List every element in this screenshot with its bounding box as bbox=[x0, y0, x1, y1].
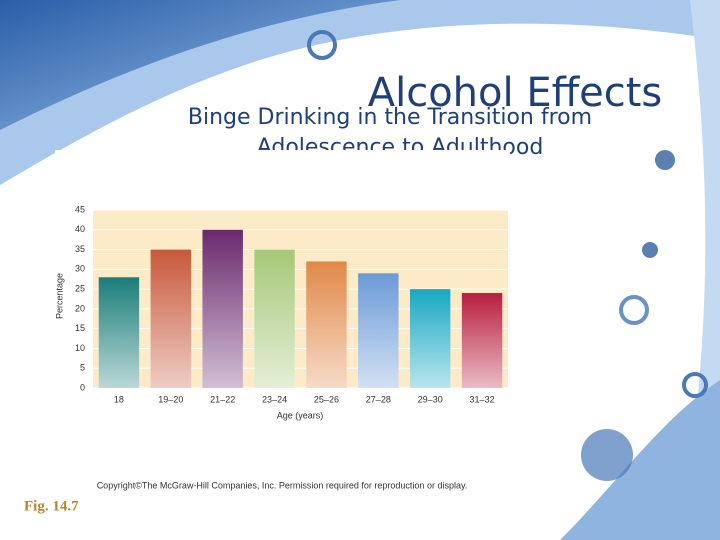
x-tick-label: 25–26 bbox=[314, 394, 339, 404]
deco-circle bbox=[619, 295, 649, 325]
bar bbox=[254, 249, 295, 388]
y-tick-label: 15 bbox=[75, 323, 85, 333]
y-tick-label: 30 bbox=[75, 264, 85, 274]
deco-circle bbox=[642, 242, 658, 258]
x-tick-label: 31–32 bbox=[470, 394, 495, 404]
bar bbox=[409, 289, 451, 388]
slide-subtitle: Binge Drinking in the Transition from bbox=[188, 105, 592, 130]
y-tick-label: 25 bbox=[75, 283, 85, 293]
bar bbox=[358, 273, 399, 388]
deco-circle bbox=[682, 372, 708, 398]
y-tick-label: 10 bbox=[75, 343, 85, 353]
y-axis-label: Percentage bbox=[54, 273, 64, 319]
y-tick-label: 20 bbox=[75, 303, 85, 313]
x-tick-label: 19–20 bbox=[158, 394, 183, 404]
bar bbox=[98, 277, 140, 388]
x-tick-label: 23–24 bbox=[262, 394, 287, 404]
figure-label: Fig. 14.7 bbox=[24, 498, 79, 514]
bar bbox=[461, 293, 503, 388]
swoosh bbox=[0, 0, 400, 130]
y-tick-label: 0 bbox=[80, 382, 85, 392]
copyright: Copyright©The McGraw-Hill Companies, Inc… bbox=[97, 480, 468, 490]
bar bbox=[202, 229, 243, 388]
x-tick-label: 21–22 bbox=[210, 394, 235, 404]
deco-circle bbox=[307, 30, 337, 60]
x-tick-label: 29–30 bbox=[418, 394, 443, 404]
y-tick-label: 35 bbox=[75, 244, 85, 254]
swoosh bbox=[560, 380, 720, 540]
x-tick-label: 18 bbox=[114, 394, 124, 404]
deco-circle bbox=[581, 429, 633, 481]
deco-circle bbox=[655, 150, 675, 170]
y-tick-label: 45 bbox=[75, 204, 85, 214]
y-tick-label: 40 bbox=[75, 224, 85, 234]
bar bbox=[150, 249, 192, 388]
y-tick-label: 5 bbox=[80, 363, 85, 373]
x-tick-label: 27–28 bbox=[366, 394, 391, 404]
slide-title: Alcohol Effects bbox=[368, 70, 663, 116]
bar bbox=[306, 261, 347, 388]
x-axis-label: Age (years) bbox=[277, 410, 324, 420]
